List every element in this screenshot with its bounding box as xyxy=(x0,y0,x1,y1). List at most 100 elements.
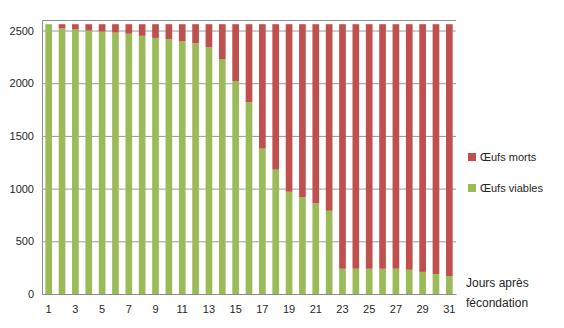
bar xyxy=(259,149,266,294)
legend-swatch xyxy=(468,184,476,192)
y-tick: 0 xyxy=(28,288,456,300)
bar xyxy=(125,34,132,294)
bar xyxy=(393,24,400,268)
bar xyxy=(299,197,306,294)
bar xyxy=(312,24,319,203)
bar xyxy=(353,269,360,294)
chart: 0500100015002000250013579111315171921232… xyxy=(0,0,564,328)
x-tick-label: 11 xyxy=(177,303,188,315)
x-tick-label: 21 xyxy=(310,303,322,315)
x-tick: 21 xyxy=(310,294,322,315)
bar xyxy=(85,31,92,294)
bar xyxy=(59,28,66,294)
bar xyxy=(366,269,373,294)
bar xyxy=(72,29,79,294)
bar xyxy=(179,24,186,41)
y-axis: 0 500 1000 1500 2000 2500 xyxy=(10,21,456,301)
y-tick-label: 500 xyxy=(16,235,34,247)
bar xyxy=(246,102,253,294)
bar xyxy=(166,24,173,39)
bar xyxy=(85,24,92,30)
bar xyxy=(72,24,79,29)
bar xyxy=(353,24,360,268)
bar xyxy=(446,276,453,294)
bar xyxy=(232,81,239,294)
bar xyxy=(272,170,279,294)
bar xyxy=(112,24,119,32)
bar xyxy=(45,24,52,294)
x-tick-label: 29 xyxy=(416,303,428,315)
bar xyxy=(192,43,199,294)
x-tick: 29 xyxy=(416,294,428,315)
x-tick-label: 15 xyxy=(230,303,242,315)
x-tick: 27 xyxy=(390,294,402,315)
legend-label: Œufs viables xyxy=(480,182,543,194)
x-tick: 11 xyxy=(177,294,188,315)
bar xyxy=(339,269,346,294)
bar xyxy=(139,36,146,294)
y-tick-label: 2000 xyxy=(10,77,34,89)
x-tick-label: 19 xyxy=(283,303,295,315)
bar xyxy=(406,270,413,294)
x-tick-label: 3 xyxy=(72,303,78,315)
x-tick-label: 17 xyxy=(256,303,268,315)
x-tick: 31 xyxy=(443,294,455,315)
series xyxy=(45,24,452,294)
x-tick-label: 27 xyxy=(390,303,402,315)
bar xyxy=(326,211,333,294)
y-tick-label: 1500 xyxy=(10,130,34,142)
bar xyxy=(179,41,186,294)
bar xyxy=(232,24,239,81)
x-tick: 23 xyxy=(336,294,348,315)
x-tick: 1 xyxy=(46,294,52,315)
x-tick: 13 xyxy=(203,294,215,315)
y-tick-label: 0 xyxy=(28,288,34,300)
bar xyxy=(112,33,119,294)
grid-line xyxy=(42,294,456,295)
bar xyxy=(419,24,426,272)
y-axis-line xyxy=(43,21,457,295)
bar xyxy=(206,24,213,47)
x-tick: 7 xyxy=(126,294,132,315)
bar xyxy=(419,272,426,294)
bar xyxy=(99,32,106,294)
x-tick-label: 25 xyxy=(363,303,375,315)
bar xyxy=(286,24,293,192)
x-tick: 5 xyxy=(99,294,105,315)
x-tick: 17 xyxy=(256,294,268,315)
bar xyxy=(192,24,199,43)
bar xyxy=(59,24,66,28)
bar xyxy=(433,24,440,274)
x-axis: 135791113151719212325272931 xyxy=(43,294,457,315)
bar xyxy=(99,24,106,31)
bar xyxy=(125,24,132,33)
bar xyxy=(393,269,400,294)
series xyxy=(59,24,453,276)
x-tick-label: 31 xyxy=(443,303,455,315)
legend-label: Œufs morts xyxy=(480,151,537,163)
x-tick: 15 xyxy=(230,294,242,315)
bar xyxy=(446,24,453,276)
x-axis-title: Jours aprèsfécondation xyxy=(466,276,529,310)
bar xyxy=(299,24,306,197)
bar xyxy=(379,269,386,294)
x-tick-label: 7 xyxy=(126,303,132,315)
x-tick-label: 5 xyxy=(99,303,105,315)
x-tick-label: 1 xyxy=(46,303,52,315)
bar xyxy=(312,203,319,294)
bar xyxy=(206,47,213,294)
bar xyxy=(406,24,413,270)
bar xyxy=(139,24,146,36)
bar xyxy=(45,24,52,25)
bar xyxy=(433,274,440,294)
x-tick: 3 xyxy=(72,294,78,315)
bar xyxy=(272,24,279,169)
bar xyxy=(339,24,346,268)
bar xyxy=(379,24,386,268)
legend: Œufs morts Œufs viables xyxy=(468,151,543,194)
x-tick-label: 23 xyxy=(336,303,348,315)
x-axis-line xyxy=(43,294,457,295)
x-tick: 25 xyxy=(363,294,375,315)
y-tick-label: 2500 xyxy=(10,25,34,37)
y-tick-label: 1000 xyxy=(10,183,34,195)
